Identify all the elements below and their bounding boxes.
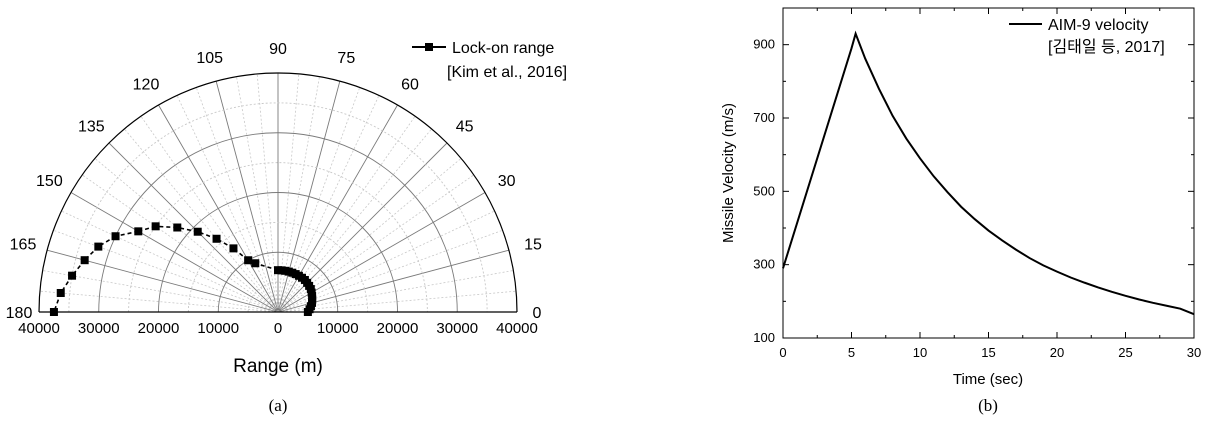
line-legend-source: [김태일 등, 2017]: [1048, 38, 1165, 56]
y-tick-label: 700: [753, 110, 775, 125]
lock-on-range-point: [56, 288, 65, 297]
x-tick-label: 5: [848, 345, 855, 360]
polar-range-tick-label: 20000: [377, 320, 419, 337]
lock-on-range-point: [111, 232, 120, 241]
polar-range-tick-label: 30000: [78, 320, 120, 337]
polar-legend-source: [Kim et al., 2016]: [447, 64, 567, 81]
polar-angle-tick-label: 90: [269, 41, 287, 58]
polar-chart: 40000 30000 20000 10000 0 10000 20000 30000 4000…: [6, 40, 567, 415]
lock-on-range-point: [173, 223, 182, 232]
lock-on-range-point: [134, 227, 143, 236]
polar-legend-label: Lock-on range: [452, 40, 554, 57]
x-tick-label: 30: [1187, 345, 1201, 360]
polar-ring: [187, 221, 369, 313]
line-legend-label: AIM-9 velocity: [1048, 17, 1148, 34]
polar-range-tick-label: 10000: [317, 320, 359, 337]
lock-on-range-point: [274, 266, 282, 275]
y-tick-label: 500: [753, 183, 775, 198]
polar-angle-tick-label: 30: [498, 173, 516, 190]
polar-grid: [38, 72, 518, 313]
polar-range-tick-label: 0: [274, 320, 282, 337]
polar-range-tick-label: 30000: [436, 320, 478, 337]
polar-angle-tick-label: 165: [10, 237, 37, 254]
polar-legend: Lock-on range [Kim et al., 2016]: [412, 40, 567, 81]
polar-range-tick-label: 40000: [496, 320, 538, 337]
polar-angle-tick-label: 180: [6, 305, 33, 322]
polar-outer-arc: [38, 72, 518, 313]
polar-angle-tick-label: 0: [533, 305, 542, 322]
polar-ring: [247, 281, 309, 313]
aim9-velocity-line: [782, 30, 1195, 316]
polar-angle-tick-label: 15: [524, 237, 542, 254]
line-ticks: 0 5 10 15 20 25 30 100 300 500 700 900: [753, 7, 1201, 360]
polar-series: [49, 222, 317, 316]
polar-angle-tick-label: 150: [36, 173, 63, 190]
line-x-axis-title: Time (sec): [953, 371, 1023, 388]
polar-range-tick-label: 40000: [18, 320, 60, 337]
line-legend: AIM-9 velocity [김태일 등, 2017]: [1009, 17, 1165, 56]
polar-angle-tick-label: 120: [133, 76, 160, 93]
lock-on-range-point: [212, 234, 221, 243]
lock-on-range-point: [193, 227, 202, 236]
polar-angle-tick-label: 60: [401, 76, 419, 93]
polar-range-tick-label: 20000: [138, 320, 180, 337]
polar-x-axis-title: Range (m): [233, 356, 323, 377]
lock-on-range-point: [251, 259, 260, 268]
polar-legend-marker: [425, 43, 433, 51]
polar-ring: [217, 251, 339, 313]
x-tick-label: 25: [1118, 345, 1132, 360]
lock-on-range-point: [49, 308, 58, 316]
plot-frame: [782, 7, 1195, 339]
polar-ring: [98, 132, 458, 313]
polar-caption: (a): [269, 396, 288, 415]
x-tick-label: 15: [981, 345, 995, 360]
y-tick-label: 300: [753, 257, 775, 272]
lock-on-range-point: [68, 271, 77, 280]
y-tick-label: 900: [753, 37, 775, 52]
x-tick-label: 0: [779, 345, 786, 360]
lock-on-range-point: [80, 256, 89, 265]
lock-on-range-point: [244, 256, 253, 265]
line-series: [782, 30, 1195, 316]
line-y-axis-title: Missile Velocity (m/s): [720, 103, 737, 243]
lock-on-range-point: [94, 242, 103, 251]
polar-ring: [128, 162, 428, 313]
polar-ticks: 40000 30000 20000 10000 0 10000 20000 30000 4000…: [6, 41, 542, 337]
lock-on-range-point: [229, 244, 238, 253]
polar-angle-tick-label: 105: [196, 50, 223, 67]
velocity-line-chart: 0 5 10 15 20 25 30 100 300 500 700 900 Time (sec) M…: [720, 7, 1201, 415]
lock-on-range-point: [151, 222, 160, 231]
line-caption: (b): [978, 396, 998, 415]
y-tick-label: 100: [753, 330, 775, 345]
polar-ring: [158, 192, 398, 313]
polar-angle-tick-label: 75: [337, 50, 355, 67]
polar-angle-tick-label: 135: [78, 118, 105, 135]
polar-ring: [68, 102, 488, 313]
polar-range-tick-label: 10000: [197, 320, 239, 337]
x-tick-label: 10: [913, 345, 927, 360]
x-tick-label: 20: [1050, 345, 1064, 360]
polar-angle-tick-label: 45: [456, 118, 474, 135]
